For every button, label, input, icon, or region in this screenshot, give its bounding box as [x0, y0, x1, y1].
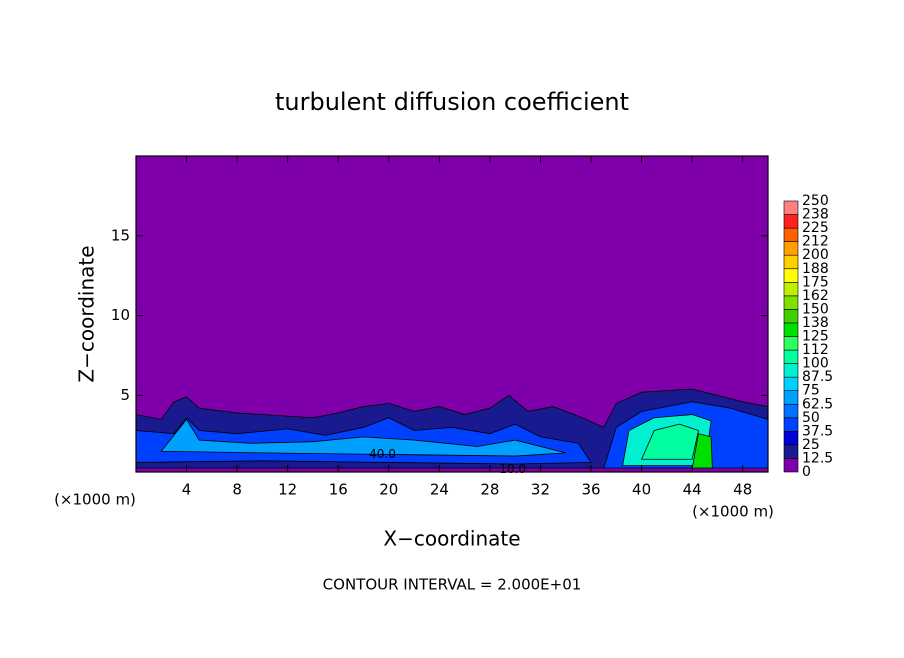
colorbar-segment: [783, 322, 799, 337]
colorbar-label: 12.5: [802, 450, 833, 466]
colorbar-label: 62.5: [802, 396, 833, 412]
colorbar-label: 150: [802, 301, 829, 317]
colorbar-label: 100: [802, 356, 829, 372]
colorbar-label: 112: [802, 342, 829, 358]
colorbar-segment: [783, 431, 799, 446]
colorbar-segment: [783, 227, 799, 242]
colorbar-segment: [783, 349, 799, 364]
colorbar-segment: [783, 254, 799, 270]
x-tick-label: 20: [379, 481, 398, 499]
x-tick-label: 12: [278, 481, 297, 499]
colorbar-segment: [783, 403, 799, 419]
x-tick-label: 44: [683, 481, 702, 499]
colorbar-segment: [783, 444, 799, 459]
colorbar-segment: [783, 268, 799, 283]
colorbar-label: 25: [802, 437, 820, 453]
colorbar-label: 175: [802, 274, 829, 290]
colorbar-label: 238: [802, 207, 829, 223]
y-tick-label: 10: [111, 306, 130, 324]
colorbar-segment: [783, 458, 799, 473]
colorbar-segment: [783, 281, 799, 297]
colorbar-segment: [783, 376, 799, 391]
colorbar-label: 50: [802, 410, 820, 426]
chart-title: turbulent diffusion coefficient: [275, 88, 629, 116]
contour-region: [160, 418, 566, 457]
colorbar-segment: [783, 417, 799, 432]
colorbar-segment: [783, 309, 799, 324]
y-tick-label: 5: [120, 386, 130, 404]
colorbar-segment: [783, 200, 799, 215]
x-tick-label: 8: [232, 481, 242, 499]
contour-label: 10.0: [499, 462, 526, 476]
colorbar-segment: [783, 295, 799, 310]
colorbar-label: 200: [802, 247, 829, 263]
colorbar-label: 225: [802, 220, 829, 236]
colorbar-label: 75: [802, 383, 820, 399]
x-unit: (×1000 m): [54, 491, 136, 509]
colorbar-label: 37.5: [802, 423, 833, 439]
colorbar-label: 125: [802, 329, 829, 345]
colorbar-label: 138: [802, 315, 829, 331]
x-axis-label: X−coordinate: [383, 527, 520, 551]
colorbar-label: 212: [802, 234, 829, 250]
colorbar-label: 87.5: [802, 369, 833, 385]
x-tick-label: 40: [632, 481, 651, 499]
x-tick-label: 16: [329, 481, 348, 499]
plot-frame: [135, 155, 769, 473]
colorbar-label: 250: [802, 193, 829, 209]
x-tick-label: 32: [531, 481, 550, 499]
x-unit: (×1000 m): [692, 503, 774, 521]
x-tick-label: 36: [581, 481, 600, 499]
x-tick-label: 4: [182, 481, 192, 499]
colorbar-segment: [783, 214, 799, 229]
colorbar-label: 188: [802, 261, 829, 277]
colorbar-segment: [783, 336, 799, 351]
x-tick-label: 28: [480, 481, 499, 499]
contour-region: [640, 423, 699, 460]
x-tick-label: 24: [430, 481, 449, 499]
colorbar-label: 0: [802, 464, 811, 480]
contour-label: 40.0: [369, 447, 396, 461]
y-axis-label: Z−coordinate: [75, 245, 99, 382]
colorbar-segment: [783, 363, 799, 378]
colorbar-segment: [783, 241, 799, 256]
contour-interval-note: CONTOUR INTERVAL = 2.000E+01: [323, 576, 582, 594]
colorbar-label: 162: [802, 288, 829, 304]
y-tick-label: 15: [111, 226, 130, 244]
x-tick-label: 48: [733, 481, 752, 499]
colorbar-segment: [783, 390, 799, 405]
